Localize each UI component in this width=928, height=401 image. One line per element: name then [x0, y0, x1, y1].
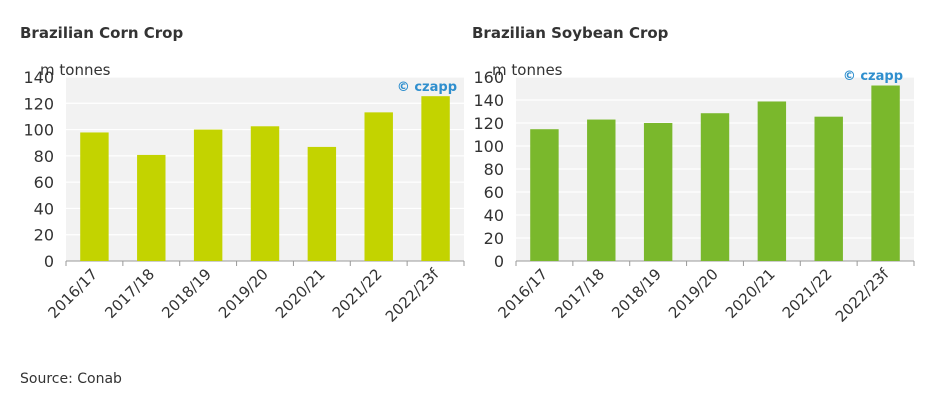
soy-y-tick-label: 0: [494, 252, 504, 271]
corn-y-tick-label: 140: [23, 68, 54, 87]
soy-y-tick-label: 40: [484, 206, 504, 225]
corn-bar: [80, 132, 109, 261]
corn-chart-title: Brazilian Corn Crop: [20, 24, 184, 42]
soy-y-axis-label: m tonnes: [492, 61, 563, 79]
corn-y-axis-label: m tonnes: [40, 61, 111, 79]
soy-x-tick-label: 2022/23f: [832, 265, 893, 326]
soy-bar: [587, 119, 616, 261]
corn-x-tick-label: 2017/18: [101, 265, 158, 322]
soy-bar: [700, 113, 730, 261]
soy-y-tick-label: 100: [473, 137, 504, 156]
soy-bar: [530, 129, 559, 261]
soy-y-tick-label: 120: [473, 114, 504, 133]
corn-bar: [364, 112, 393, 262]
soy-watermark: © czapp: [843, 69, 903, 84]
soybean-chart-title: Brazilian Soybean Crop: [472, 24, 669, 42]
source-note: Source: Conab: [20, 371, 122, 387]
soy-bar: [643, 123, 673, 261]
soy-y-tick-label: 60: [484, 183, 504, 202]
corn-bar: [137, 154, 166, 261]
corn-y-tick-label: 80: [34, 147, 54, 166]
corn-y-tick-label: 100: [23, 121, 54, 140]
corn-y-tick-label: 40: [34, 199, 54, 218]
soy-y-tick-label: 80: [484, 160, 504, 179]
corn-y-tick-label: 60: [34, 173, 54, 192]
soy-y-tick-label: 20: [484, 229, 504, 248]
soy-x-tick-label: 2017/18: [551, 265, 608, 322]
corn-x-tick-label: 2022/23f: [382, 265, 443, 326]
soy-y-tick-label: 160: [473, 68, 504, 87]
corn-y-tick-label: 120: [23, 94, 54, 113]
soy-x-tick-label: 2016/17: [494, 265, 551, 322]
soy-bar: [814, 116, 843, 261]
soy-x-tick-label: 2020/21: [722, 265, 779, 322]
soy-y-tick-label: 140: [473, 91, 504, 110]
soy-x-tick-label: 2021/22: [779, 265, 836, 322]
corn-bar: [250, 126, 280, 262]
soy-x-tick-label: 2018/19: [608, 265, 665, 322]
corn-x-tick-label: 2016/17: [44, 265, 101, 322]
corn-x-tick-label: 2018/19: [158, 265, 215, 322]
corn-y-tick-label: 20: [34, 226, 54, 245]
soy-x-tick-label: 2019/20: [665, 265, 722, 322]
corn-bar: [193, 129, 223, 261]
corn-x-tick-label: 2019/20: [215, 265, 272, 322]
corn-bar: [307, 146, 337, 261]
corn-bar: [421, 96, 450, 261]
corn-y-tick-label: 0: [44, 252, 54, 271]
soy-bar: [757, 101, 787, 262]
corn-x-tick-label: 2020/21: [272, 265, 329, 322]
soy-bar: [871, 85, 900, 261]
corn-x-tick-label: 2021/22: [329, 265, 386, 322]
corn-watermark: © czapp: [397, 80, 457, 95]
